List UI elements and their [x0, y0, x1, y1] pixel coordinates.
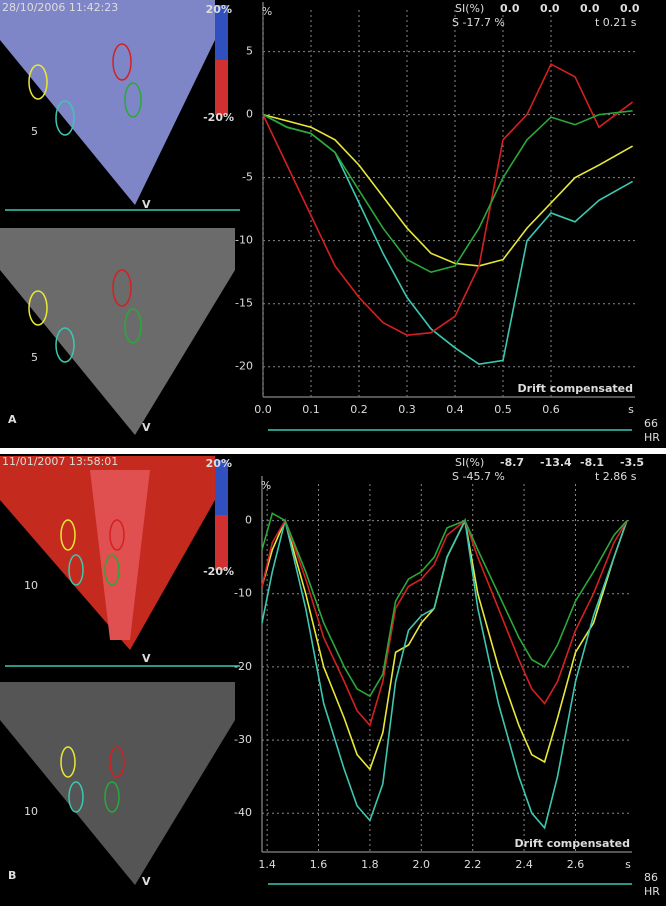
strain-curve	[262, 110, 633, 274]
echo-sector	[0, 228, 235, 435]
marker-label: V	[142, 198, 151, 211]
echo-images	[0, 0, 240, 885]
x-tick-label: 2.2	[464, 858, 482, 871]
x-unit: s	[628, 403, 634, 416]
annotation: Drift compensated	[518, 382, 633, 395]
x-tick-label: 0.4	[446, 403, 464, 416]
y-tick-label: -20	[235, 360, 253, 373]
y-unit: %	[261, 479, 271, 492]
marker-label: V	[142, 421, 151, 434]
scale-top: 20%	[206, 3, 232, 16]
x-tick-label: 2.0	[413, 858, 431, 871]
y-tick-label: 5	[246, 45, 253, 58]
header-value: -13.4	[540, 456, 572, 469]
marker-label: V	[142, 652, 151, 665]
x-tick-label: 2.4	[515, 858, 533, 871]
strain-curve	[261, 518, 628, 728]
header-value: 0.0	[620, 2, 640, 15]
header-strain: S -45.7 %	[452, 470, 505, 483]
color-bar	[215, 515, 228, 570]
x-tick-label: 0.1	[302, 403, 320, 416]
strain-curve	[261, 517, 628, 830]
y-unit: %	[262, 5, 272, 18]
header-value: 0.0	[500, 2, 520, 15]
depth-label: 10	[24, 805, 38, 818]
panel-label: A	[8, 413, 17, 426]
header-value: 0.0	[540, 2, 560, 15]
timestamp: 11/01/2007 13:58:01	[2, 455, 118, 468]
strain-curve	[261, 512, 628, 698]
x-tick-label: 1.8	[361, 858, 379, 871]
depth-label: 10	[24, 579, 38, 592]
x-tick-label: 0.2	[350, 403, 368, 416]
header-value: -8.7	[500, 456, 524, 469]
y-tick-label: -10	[235, 234, 253, 247]
scale-bottom: -20%	[203, 565, 234, 578]
x-tick-label: 0.0	[254, 403, 272, 416]
hr-value: 66	[644, 417, 658, 430]
y-tick-label: -5	[242, 171, 253, 184]
strain-curve	[262, 113, 633, 267]
header-time: t 2.86 s	[595, 470, 637, 483]
x-tick-label: 0.5	[494, 403, 512, 416]
scale-top: 20%	[206, 457, 232, 470]
depth-label: 5	[31, 125, 38, 138]
y-tick-label: -20	[234, 660, 252, 673]
header-value: -8.1	[580, 456, 604, 469]
hr-label: HR	[644, 885, 660, 898]
y-tick-label: 0	[246, 108, 253, 121]
y-tick-label: -40	[234, 806, 252, 819]
echo-sector	[90, 470, 150, 640]
timestamp: 28/10/2006 11:42:23	[2, 1, 118, 14]
header-label: SI(%)	[455, 456, 484, 469]
x-unit: s	[625, 858, 631, 871]
x-tick-label: 0.6	[542, 403, 560, 416]
y-tick-label: -15	[235, 297, 253, 310]
echo-sector	[0, 0, 215, 205]
y-tick-label: -30	[234, 733, 252, 746]
strain-curve	[262, 63, 634, 337]
header-strain: S -17.7 %	[452, 16, 505, 29]
panel-label: B	[8, 869, 16, 882]
x-tick-label: 1.6	[310, 858, 328, 871]
header-time: t 0.21 s	[595, 16, 637, 29]
y-tick-label: -10	[234, 587, 252, 600]
marker-label: V	[142, 875, 151, 888]
header-label: SI(%)	[455, 2, 484, 15]
annotation: Drift compensated	[515, 837, 630, 850]
header-value: 0.0	[580, 2, 600, 15]
x-tick-label: 1.4	[258, 858, 276, 871]
x-tick-label: 0.3	[398, 403, 416, 416]
hr-label: HR	[644, 431, 660, 444]
header-value: -3.5	[620, 456, 644, 469]
color-bar	[215, 60, 228, 115]
y-tick-label: 0	[245, 514, 252, 527]
scale-bottom: -20%	[203, 111, 234, 124]
hr-value: 86	[644, 871, 658, 884]
depth-label: 5	[31, 351, 38, 364]
echo-sector	[0, 682, 235, 885]
x-tick-label: 2.6	[567, 858, 585, 871]
